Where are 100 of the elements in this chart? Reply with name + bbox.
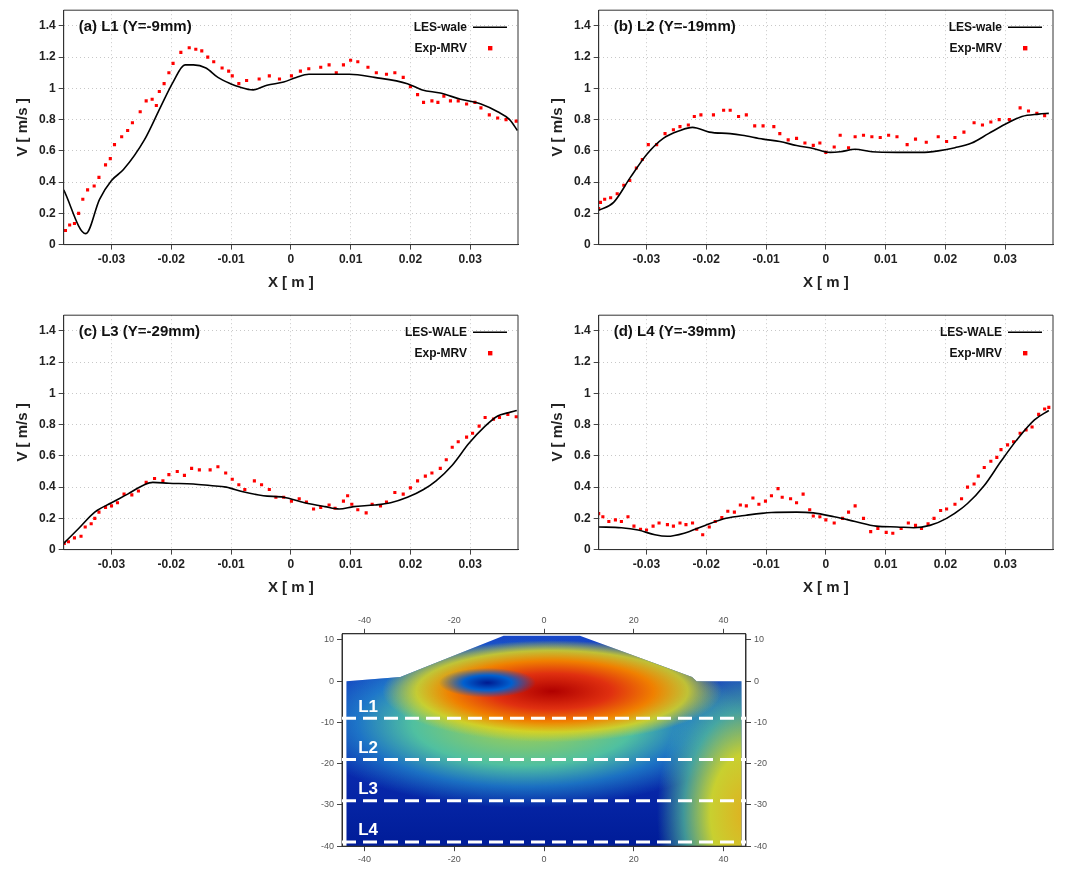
y-axis-title: V [ m/s ] (548, 403, 566, 462)
legend-label: Exp-MRV (949, 345, 1002, 360)
x-tick-label: -0.02 (157, 252, 186, 267)
text: (c) L3 (Y=-29mm) (78, 322, 200, 340)
x-tick-label: -0.01 (752, 557, 781, 572)
y2-tick-label: 10 (753, 634, 765, 645)
y-tick-label: 0.2 (573, 205, 591, 220)
y2-tick-label: 0 (753, 675, 760, 686)
y-tick-label: 0 (48, 236, 56, 251)
x-tick-label: 0.01 (873, 252, 898, 267)
x-tick-label: 0.02 (933, 557, 958, 572)
legend-label: LES-WALE (940, 324, 1002, 339)
x-axis-title: X [ m ] (267, 578, 314, 596)
x-tick-label: -0.02 (692, 252, 721, 267)
x2-tick-label: 0 (541, 614, 547, 625)
y-tick-label: 1.2 (573, 49, 591, 64)
x-tick-label: -0.01 (752, 252, 781, 267)
y-tick-label: 0 (48, 541, 56, 556)
y2-tick-label: -40 (753, 840, 768, 851)
x-tick-label: 0.01 (873, 557, 898, 572)
y-tick-label: 1 (48, 385, 56, 400)
text: (b) L2 (Y=-19mm) (613, 17, 736, 35)
y-tick-label: 0.4 (573, 479, 591, 494)
text: (d) L4 (Y=-39mm) (613, 322, 736, 340)
legend-label: LES-WALE (405, 324, 467, 339)
x-tick-label: -0.02 (692, 557, 721, 572)
y-tick-label: 1.2 (38, 354, 56, 369)
ref-line-label: L3 (358, 779, 379, 799)
y-tick-label: 1.2 (573, 354, 591, 369)
y-tick-label: -40 (320, 840, 335, 851)
y-tick-label: 0.6 (38, 143, 56, 158)
x-tick-label: 0 (541, 854, 547, 865)
x2-tick-label: -40 (357, 614, 371, 625)
y-tick-label: 1 (583, 385, 591, 400)
y-tick-label: 10 (323, 634, 335, 645)
x2-tick-label: 40 (718, 614, 729, 625)
y-tick-label: 0.6 (573, 143, 591, 158)
x-tick-label: 0 (822, 252, 830, 267)
text: (a) L1 (Y=-9mm) (78, 17, 192, 35)
y-tick-label: 0.4 (38, 479, 56, 494)
x-tick-label: 0.01 (338, 252, 363, 267)
y-tick-label: 1.4 (573, 323, 591, 338)
y-axis-title: V [ m/s ] (13, 98, 31, 157)
x-tick-label: -0.03 (97, 252, 126, 267)
x-tick-label: 0.03 (458, 557, 483, 572)
x-tick-label: 0.01 (338, 557, 363, 572)
legend-label: Exp-MRV (414, 40, 467, 55)
x-tick-label: 0.02 (933, 252, 958, 267)
x-tick-label: -0.01 (217, 557, 246, 572)
x-tick-label: 0.03 (993, 557, 1018, 572)
x-axis-title: X [ m ] (802, 578, 849, 596)
x-tick-label: 0 (287, 557, 295, 572)
y-tick-label: 0 (328, 675, 335, 686)
y-axis-title: V [ m/s ] (548, 98, 566, 157)
y-tick-label: 0.4 (573, 174, 591, 189)
x-tick-label: 0.03 (458, 252, 483, 267)
y-tick-label: -30 (320, 799, 335, 810)
x-axis-title: X [ m ] (267, 273, 314, 291)
ref-line-label: L4 (358, 820, 379, 840)
legend-label: Exp-MRV (949, 40, 1002, 55)
x-tick-label: 20 (628, 854, 639, 865)
y-tick-label: -20 (320, 758, 335, 769)
y-tick-label: 0 (583, 541, 591, 556)
y-axis-title: V [ m/s ] (13, 403, 31, 462)
x-tick-label: 40 (718, 854, 729, 865)
x-tick-label: 0.03 (993, 252, 1018, 267)
x-tick-label: 0 (822, 557, 830, 572)
x2-tick-label: 20 (628, 614, 639, 625)
ref-line-label: L1 (358, 696, 379, 716)
y-tick-label: 1 (48, 80, 56, 95)
y-tick-label: 0.8 (38, 111, 56, 126)
y2-tick-label: -10 (753, 716, 768, 727)
y-tick-label: -10 (320, 716, 335, 727)
x-tick-label: -0.03 (632, 557, 661, 572)
y-tick-label: 0.2 (38, 510, 56, 525)
ref-line-label: L2 (358, 737, 379, 757)
y-tick-label: 0.8 (573, 416, 591, 431)
x-tick-label: 0.02 (398, 557, 423, 572)
legend-label: LES-wale (948, 19, 1003, 34)
y-tick-label: 0 (583, 236, 591, 251)
x-tick-label: 0.02 (398, 252, 423, 267)
y-tick-label: 0.8 (573, 111, 591, 126)
x-tick-label: -0.03 (632, 252, 661, 267)
y-tick-label: 1.2 (38, 49, 56, 64)
y-tick-label: 0.6 (38, 448, 56, 463)
y-tick-label: 1.4 (573, 18, 591, 33)
x-tick-label: 0 (287, 252, 295, 267)
y-tick-label: 0.2 (38, 205, 56, 220)
y-tick-label: 1.4 (38, 323, 56, 338)
x-tick-label: -20 (447, 854, 461, 865)
y-tick-label: 0.6 (573, 448, 591, 463)
legend-label: Exp-MRV (414, 345, 467, 360)
y2-tick-label: -30 (753, 799, 768, 810)
legend-label: LES-wale (413, 19, 468, 34)
y-tick-label: 1 (583, 80, 591, 95)
x-tick-label: -0.02 (157, 557, 186, 572)
y2-tick-label: -20 (753, 758, 768, 769)
x2-tick-label: -20 (447, 614, 461, 625)
y-tick-label: 0.8 (38, 416, 56, 431)
y-tick-label: 0.2 (573, 510, 591, 525)
